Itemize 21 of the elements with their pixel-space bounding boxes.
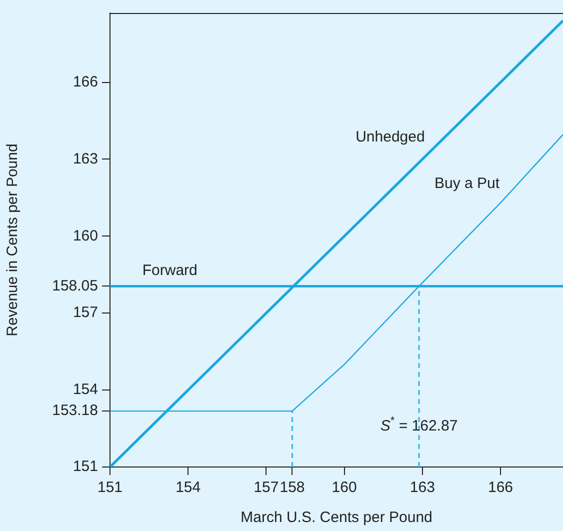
x-tick-label: 151 xyxy=(97,479,123,496)
y-tick-label: 154 xyxy=(72,381,98,398)
series-label: Unhedged xyxy=(356,128,425,146)
y-tick-label: 163 xyxy=(72,150,98,168)
annotation: S* = 162.87 xyxy=(380,415,458,434)
series-label: Forward xyxy=(142,262,198,279)
y-tick-label: 160 xyxy=(72,227,98,244)
y-tick-label: 166 xyxy=(72,73,98,90)
y-tick-label: 153.18 xyxy=(52,402,98,420)
x-axis-title: March U.S. Cents per Pound xyxy=(240,509,432,526)
series-label: Buy a Put xyxy=(434,174,500,192)
y-axis-title: Revenue in Cents per Pound xyxy=(4,144,22,336)
y-tick-label: 151 xyxy=(72,458,98,476)
x-tick-label: 163 xyxy=(410,479,435,496)
x-tick-label: 157 xyxy=(254,479,279,496)
x-tick-label: 154 xyxy=(176,479,201,496)
x-tick-label: 166 xyxy=(488,479,514,496)
x-tick-label: 158 xyxy=(280,479,305,496)
x-tick-label: 160 xyxy=(332,479,357,496)
y-tick-label: 158.05 xyxy=(52,277,98,294)
y-tick-label: 157 xyxy=(72,304,98,322)
